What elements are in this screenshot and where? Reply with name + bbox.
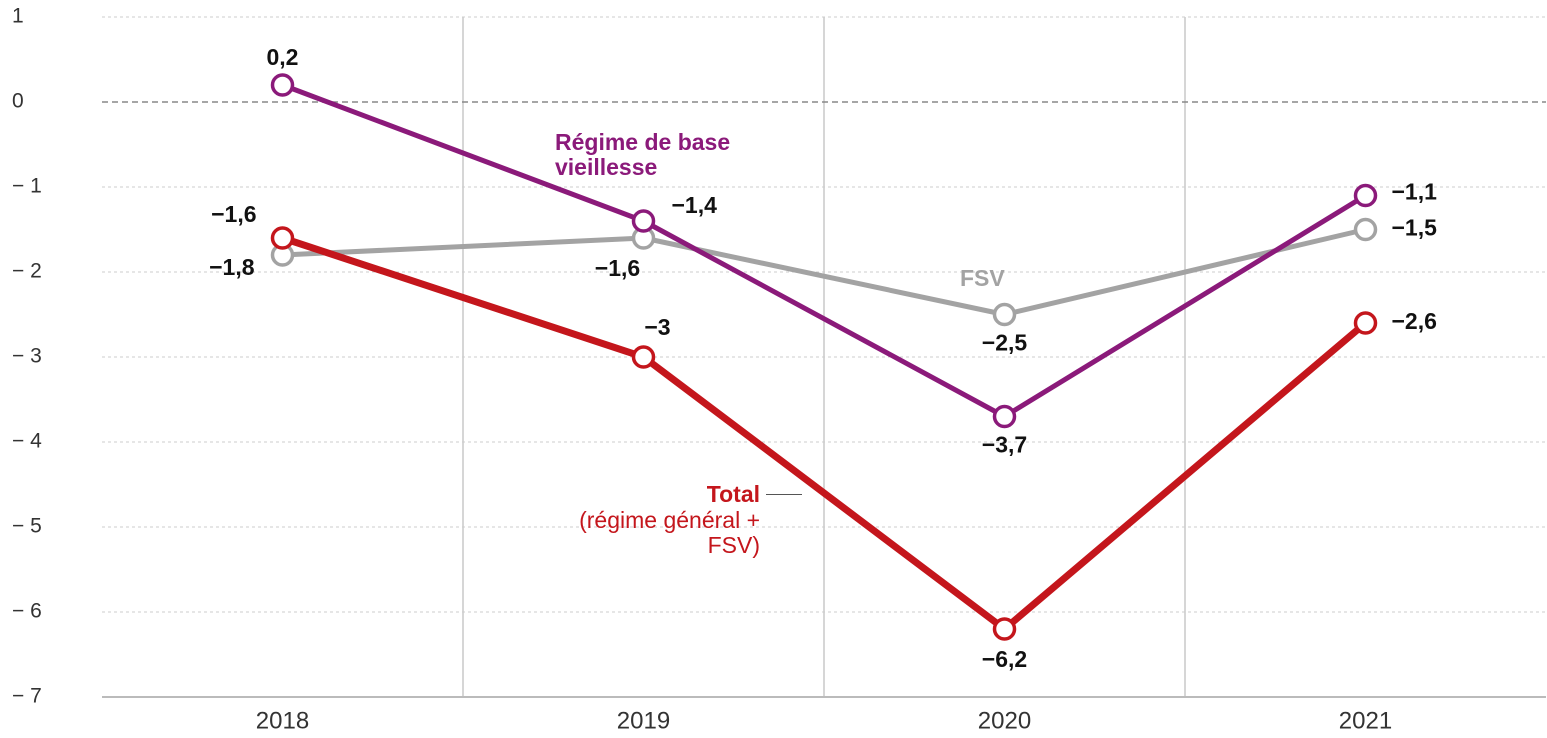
point-marker — [270, 73, 295, 97]
point-marker — [631, 345, 656, 369]
data-label: −3,7 — [982, 432, 1027, 458]
point-marker — [992, 404, 1017, 429]
point-marker — [270, 226, 295, 250]
y-tick-label: − 2 — [12, 260, 42, 283]
point-marker — [1353, 217, 1378, 242]
x-tick-label: 2020 — [978, 707, 1031, 734]
data-label: −1,6 — [211, 201, 256, 227]
leader-line — [766, 494, 802, 495]
data-label: −1,1 — [1392, 179, 1438, 205]
data-label: −1,5 — [1392, 215, 1438, 241]
series-line — [281, 82, 1367, 419]
series-label: FSV — [960, 265, 1005, 291]
series-label: Total — [706, 481, 760, 507]
data-label: 0,2 — [267, 44, 299, 70]
series-line — [282, 227, 1367, 317]
data-label: −2,6 — [1392, 308, 1437, 334]
y-tick-label: − 5 — [12, 515, 42, 538]
y-tick-label: − 3 — [12, 345, 42, 368]
x-tick-label: 2018 — [256, 707, 309, 734]
y-tick-label: − 6 — [12, 600, 42, 623]
y-tick-label: 1 — [12, 5, 24, 28]
y-tick-label: − 1 — [12, 175, 42, 198]
point-marker — [992, 302, 1017, 327]
point-marker — [992, 617, 1017, 641]
data-label: −1,8 — [209, 254, 255, 280]
data-label: −1,6 — [595, 255, 640, 281]
data-label: −6,2 — [982, 646, 1027, 672]
data-label: −3 — [644, 314, 670, 340]
y-tick-label: − 7 — [12, 685, 42, 708]
point-marker — [1353, 311, 1378, 335]
data-label: −2,5 — [982, 330, 1028, 356]
x-tick-label: 2021 — [1339, 707, 1392, 734]
series-line — [281, 234, 1368, 633]
point-marker — [1353, 183, 1378, 208]
series-note: (régime général + FSV) — [579, 507, 760, 558]
data-label: −1,4 — [672, 192, 718, 218]
x-tick-label: 2019 — [617, 707, 670, 734]
y-tick-label: − 4 — [12, 430, 42, 453]
point-marker — [631, 209, 656, 233]
series-label: Régime de base vieillesse — [555, 129, 731, 180]
y-tick-label: 0 — [12, 90, 24, 113]
